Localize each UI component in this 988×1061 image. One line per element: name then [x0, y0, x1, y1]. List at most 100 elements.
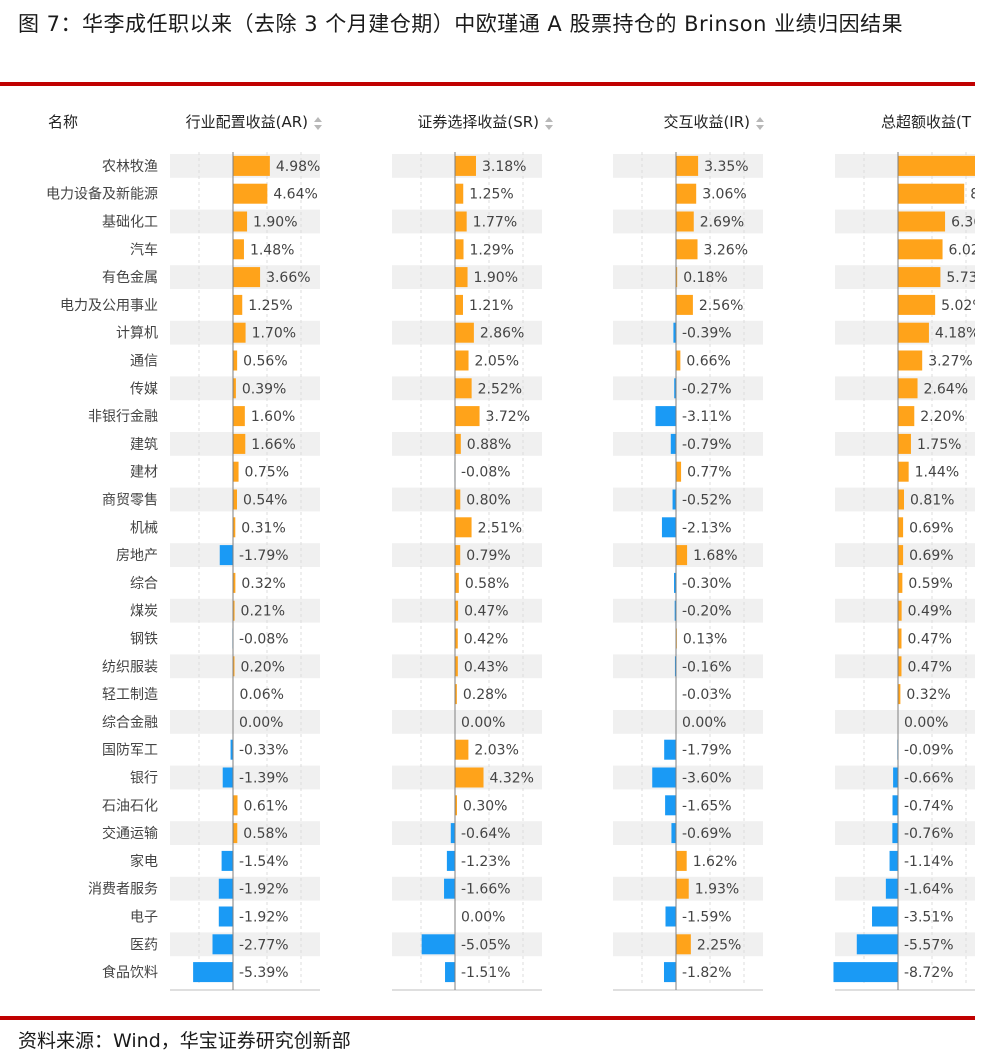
figure-title: 图 7：华李成任职以来（去除 3 个月建仓期）中欧瑾通 A 股票持仓的 Brin… [18, 12, 904, 36]
bar [674, 600, 676, 621]
category-label: 建材 [130, 465, 158, 481]
bar [676, 934, 691, 955]
series-header: 行业配置收益(AR) [186, 113, 308, 131]
value-label: 4.98% [276, 159, 320, 175]
value-label: -3.11% [682, 409, 732, 425]
value-label: -0.09% [904, 743, 954, 759]
bar [455, 406, 480, 427]
row-band [392, 432, 542, 456]
row-band [613, 265, 763, 289]
value-label: 5.73% [946, 270, 988, 286]
value-label: -0.69% [682, 826, 732, 842]
category-label: 钢铁 [130, 632, 158, 648]
bar [233, 267, 261, 288]
row-band [392, 821, 542, 845]
value-label: -0.27% [682, 381, 732, 397]
row-band [170, 543, 320, 567]
row-band [170, 821, 320, 845]
bar [898, 378, 918, 399]
value-label: -0.76% [904, 826, 954, 842]
value-label: 2.51% [478, 520, 522, 536]
sort-down-icon [314, 125, 322, 130]
bar [233, 572, 236, 593]
value-label: 0.30% [463, 798, 507, 814]
value-label: 0.75% [245, 465, 289, 481]
bar [898, 545, 904, 566]
bar [676, 350, 681, 371]
row-band [392, 209, 542, 234]
bar [676, 211, 694, 232]
value-label: -1.51% [461, 965, 511, 981]
value-label: 1.25% [469, 187, 513, 203]
value-label: -5.57% [904, 937, 954, 953]
value-label: 0.56% [243, 354, 287, 370]
bar [233, 378, 236, 399]
bar [676, 294, 693, 315]
value-label: 1.90% [474, 270, 518, 286]
bar [898, 155, 975, 176]
value-label: -1.92% [239, 882, 289, 898]
row-band [170, 654, 320, 679]
value-label: -5.05% [461, 937, 511, 953]
category-label: 通信 [130, 354, 158, 370]
bar [233, 433, 246, 454]
value-label: 1.48% [250, 242, 294, 258]
value-label: 0.81% [910, 493, 954, 509]
row-band [392, 543, 542, 567]
bar [233, 656, 235, 677]
value-label: 1.66% [251, 437, 295, 453]
value-label: 1.90% [253, 215, 297, 231]
bar [671, 823, 676, 844]
value-label: 0.59% [908, 576, 952, 592]
bar [455, 322, 474, 343]
bar [455, 267, 468, 288]
category-label: 电力及公用事业 [60, 298, 158, 314]
bar [856, 934, 898, 955]
value-label: -0.16% [682, 659, 732, 675]
value-label: 0.58% [465, 576, 509, 592]
bar [676, 239, 698, 260]
value-label: 0.20% [240, 659, 284, 675]
row-band [613, 598, 763, 623]
bar [898, 517, 904, 538]
value-label: -0.66% [904, 771, 954, 787]
bar [455, 684, 457, 705]
value-label: -0.30% [682, 576, 732, 592]
bar [898, 600, 902, 621]
value-label: -1.82% [682, 965, 732, 981]
row-band [170, 932, 320, 957]
value-label: 0.39% [242, 381, 286, 397]
bar [230, 739, 233, 760]
series-header: 交互收益(IR) [663, 113, 750, 131]
sort-down-icon [545, 125, 553, 130]
row-band [613, 654, 763, 679]
bar [676, 850, 687, 871]
bar [455, 545, 461, 566]
bar [898, 572, 903, 593]
sort-down-icon [977, 125, 985, 130]
value-label: -0.33% [239, 743, 289, 759]
category-label: 非银行金融 [88, 409, 158, 425]
bar [233, 461, 239, 482]
category-label: 计算机 [116, 326, 158, 342]
bar [665, 795, 676, 816]
row-band [170, 487, 320, 512]
value-label: -0.08% [239, 632, 289, 648]
value-label: -0.03% [682, 687, 732, 703]
bar [233, 517, 236, 538]
value-label: 4.64% [273, 187, 317, 203]
category-label: 消费者服务 [88, 882, 158, 898]
row-band [835, 876, 975, 901]
value-label: 0.43% [464, 659, 508, 675]
bar [455, 489, 461, 510]
bar [444, 878, 455, 899]
category-label: 综合 [130, 576, 158, 592]
bar [455, 433, 461, 454]
row-band [392, 487, 542, 512]
bar [233, 211, 248, 232]
value-label: -1.14% [904, 854, 954, 870]
value-label: 2.20% [920, 409, 964, 425]
bar [455, 183, 464, 204]
value-label: 0.42% [464, 632, 508, 648]
value-label: -1.92% [239, 910, 289, 926]
